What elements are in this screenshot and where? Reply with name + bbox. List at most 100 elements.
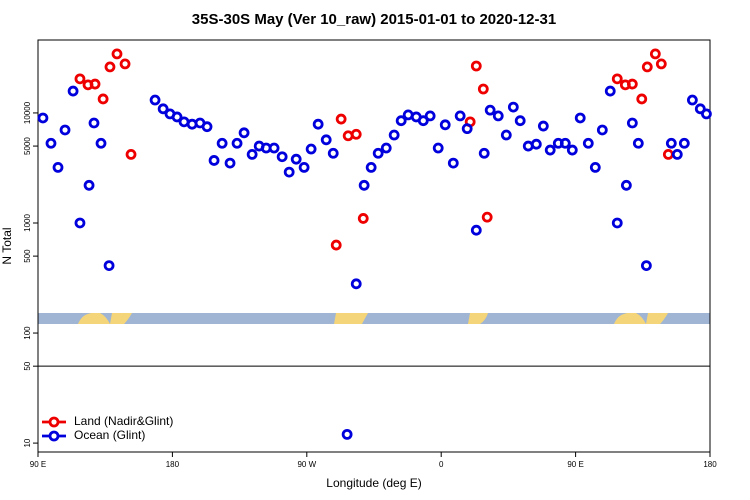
point xyxy=(59,124,71,136)
point xyxy=(636,93,648,105)
point xyxy=(37,112,49,124)
point xyxy=(470,224,482,236)
point xyxy=(470,60,482,72)
point xyxy=(432,142,444,154)
point xyxy=(537,120,549,132)
point xyxy=(276,151,288,163)
point xyxy=(686,94,698,106)
point xyxy=(149,94,161,106)
x-tick-label: 180 xyxy=(703,460,717,469)
point xyxy=(283,166,295,178)
point xyxy=(640,260,652,272)
point xyxy=(89,78,101,90)
point xyxy=(104,61,116,73)
point xyxy=(125,149,137,160)
point xyxy=(305,143,317,155)
y-tick-label: 500 xyxy=(23,249,32,263)
point xyxy=(88,117,100,129)
point xyxy=(52,161,64,173)
point xyxy=(530,138,542,150)
point xyxy=(500,129,512,141)
point xyxy=(358,179,370,191)
point xyxy=(388,129,400,141)
point xyxy=(320,134,332,146)
point xyxy=(582,137,594,149)
point xyxy=(171,111,183,123)
point xyxy=(589,161,601,173)
point xyxy=(566,144,578,156)
legend-marker xyxy=(48,416,60,428)
point xyxy=(478,147,490,159)
x-tick-label: 0 xyxy=(439,460,444,469)
point xyxy=(208,155,220,166)
point xyxy=(559,137,571,149)
point xyxy=(238,127,250,139)
y-tick-label: 5000 xyxy=(23,137,32,155)
point xyxy=(312,118,324,130)
point xyxy=(626,78,638,90)
surface-strip xyxy=(38,313,710,324)
point xyxy=(350,128,362,140)
point xyxy=(342,130,354,142)
point xyxy=(290,153,302,165)
point xyxy=(119,58,131,70)
point xyxy=(67,85,79,97)
x-axis-label: Longitude (deg E) xyxy=(326,476,421,490)
x-tick-label: 90 E xyxy=(567,460,583,469)
point xyxy=(327,147,339,159)
point xyxy=(655,58,667,70)
point xyxy=(95,137,107,149)
point xyxy=(492,110,504,122)
point xyxy=(74,217,86,229)
y-tick-label: 10000 xyxy=(23,101,32,124)
point xyxy=(246,149,258,160)
point xyxy=(632,137,644,149)
point xyxy=(514,115,526,127)
point xyxy=(74,73,86,85)
point xyxy=(596,124,608,136)
point xyxy=(507,101,519,113)
point xyxy=(439,119,451,131)
point xyxy=(350,278,362,290)
y-axis-label: N Total xyxy=(0,227,14,264)
point xyxy=(268,142,280,154)
point xyxy=(641,61,653,73)
point xyxy=(701,108,712,120)
point xyxy=(45,137,57,149)
y-tick-label: 100 xyxy=(23,326,32,340)
legend-label: Land (Nadir&Glint) xyxy=(74,414,173,428)
y-tick-label: 10 xyxy=(23,438,32,447)
point xyxy=(201,121,213,133)
point xyxy=(678,137,690,149)
x-tick-label: 180 xyxy=(166,460,180,469)
point xyxy=(574,112,586,124)
point xyxy=(298,161,310,173)
y-tick-label: 1000 xyxy=(23,214,32,232)
point xyxy=(454,110,466,122)
point xyxy=(380,142,392,154)
point xyxy=(103,260,115,272)
point xyxy=(481,211,493,223)
point xyxy=(111,48,123,60)
point xyxy=(395,115,407,127)
point xyxy=(665,137,677,149)
point xyxy=(477,83,489,95)
point xyxy=(335,113,347,125)
x-tick-label: 90 E xyxy=(30,460,46,469)
point xyxy=(484,104,496,116)
plot-frame xyxy=(37,39,711,453)
point xyxy=(357,213,369,224)
legend-label: Ocean (Glint) xyxy=(74,428,145,442)
point xyxy=(417,115,429,127)
point xyxy=(461,123,473,135)
point xyxy=(224,157,236,169)
point xyxy=(447,157,459,169)
point xyxy=(611,73,623,85)
point xyxy=(83,179,95,191)
point xyxy=(544,144,556,156)
point xyxy=(97,93,109,105)
point xyxy=(341,428,353,440)
x-tick-label: 90 W xyxy=(297,460,316,469)
point xyxy=(424,110,436,122)
